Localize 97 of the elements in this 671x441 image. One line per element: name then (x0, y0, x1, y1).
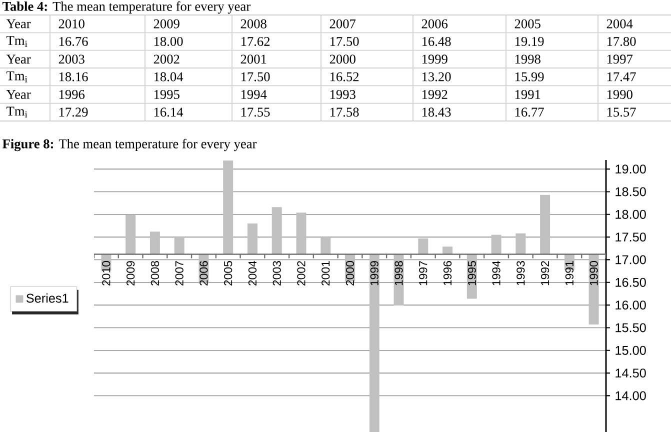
y-tick-label: 16.00 (616, 300, 646, 310)
x-tick-label: 2008 (150, 261, 160, 286)
bar (540, 194, 550, 254)
text: Year (6, 54, 31, 64)
y-tick-label: 15.50 (616, 323, 646, 332)
text: 2003 (58, 54, 84, 64)
text: 1993 (330, 90, 356, 99)
text: 17.50 (330, 36, 359, 46)
bar (369, 254, 380, 432)
text: 2007 (330, 19, 356, 28)
bar (174, 237, 184, 254)
x-tick-label: 1995 (468, 261, 476, 286)
x-tick-label: 1992 (540, 261, 550, 286)
text: 1997 (607, 54, 633, 64)
text: 1990 (607, 90, 632, 99)
text: 1996 (59, 90, 85, 99)
text: 2001 (240, 54, 266, 64)
x-tick-label: 2000 (346, 261, 354, 286)
text: 2000 (330, 54, 356, 64)
bar (491, 234, 502, 254)
x-tick-label: 2009 (126, 261, 135, 286)
text: 2010 (58, 19, 84, 28)
text: Tm$_{i}$ (6, 36, 28, 47)
text: 17.50 (241, 72, 270, 82)
text: Year (6, 19, 31, 28)
x-tick-label: 1990 (590, 261, 598, 286)
bar (442, 246, 453, 254)
text: 15.57 (607, 108, 636, 117)
text: 2008 (240, 19, 266, 28)
text: 2006 (422, 19, 448, 28)
text: 2005 (514, 19, 540, 28)
y-tick-label: 17.50 (616, 232, 646, 242)
x-tick-label: 2007 (175, 261, 184, 286)
text: 17.62 (241, 36, 270, 46)
x-tick-label: 1998 (394, 261, 403, 286)
x-tick-label: 1994 (492, 260, 500, 286)
bar (418, 238, 428, 254)
text: 13.20 (422, 72, 451, 82)
text: 1999 (422, 54, 448, 64)
text: 16.77 (515, 108, 544, 117)
text: 16.52 (330, 72, 359, 82)
bar (320, 237, 331, 254)
text: 1991 (515, 90, 540, 99)
x-tick-label: 2003 (272, 261, 281, 286)
text: 16.76 (59, 36, 88, 46)
chart-title: Figure 8: The mean temperature for every year (2, 138, 257, 152)
y-tick-label: 14.50 (616, 368, 646, 378)
text: 1994 (241, 90, 267, 99)
x-tick-label: 1999 (370, 261, 378, 286)
text: Tm$_{i}$ (6, 71, 28, 82)
text: 16.14 (154, 108, 184, 117)
text: 18.04 (154, 72, 184, 82)
text: 17.55 (241, 108, 270, 117)
text: 17.58 (330, 108, 359, 117)
text: 17.29 (59, 108, 88, 117)
text: 18.43 (422, 108, 451, 117)
bar (516, 233, 526, 254)
text: 2009 (154, 19, 180, 28)
bar (150, 232, 160, 254)
y-tick-label: 14.00 (616, 391, 646, 400)
text: 18.00 (154, 36, 183, 46)
text: 18.16 (59, 72, 88, 82)
y-tick-label: 17.00 (616, 255, 646, 264)
text: Table 4: The mean temperature for every year (2, 1, 250, 14)
bar (272, 207, 282, 254)
text: 17.47 (607, 72, 636, 82)
x-tick-label: 2001 (322, 261, 330, 286)
x-tick-label: 1993 (516, 261, 525, 286)
x-tick-label: 1997 (419, 261, 428, 286)
y-tick-label: 18.50 (616, 187, 646, 196)
x-tick-label: 1996 (443, 261, 452, 286)
bar (296, 212, 306, 254)
text: Year (6, 90, 31, 99)
x-tick-label: 2006 (200, 261, 208, 286)
text: Tm$_{i}$ (6, 106, 28, 118)
text: 2002 (154, 54, 180, 64)
text: 17.80 (607, 36, 636, 46)
bar (126, 214, 136, 254)
x-tick-label: 2002 (297, 261, 306, 286)
y-tick-label: 16.50 (616, 278, 646, 287)
text: 19.19 (515, 36, 544, 46)
x-tick-label: 2005 (224, 261, 232, 286)
x-tick-label: 1991 (565, 261, 574, 286)
text: 2004 (606, 19, 633, 28)
x-tick-label: 2010 (102, 261, 110, 286)
text: 16.48 (422, 36, 451, 46)
text: 15.99 (515, 72, 544, 82)
bar (223, 160, 234, 254)
text: 1995 (154, 90, 180, 99)
y-tick-label: 15.00 (616, 346, 646, 355)
x-tick-label: 2004 (248, 260, 257, 286)
y-tick-label: 18.00 (616, 210, 646, 219)
text: 1998 (515, 54, 540, 64)
text: 1992 (422, 90, 448, 99)
legend-label: Series1 (26, 293, 68, 303)
y-tick-label: 19.00 (616, 164, 646, 174)
bar (247, 223, 258, 254)
